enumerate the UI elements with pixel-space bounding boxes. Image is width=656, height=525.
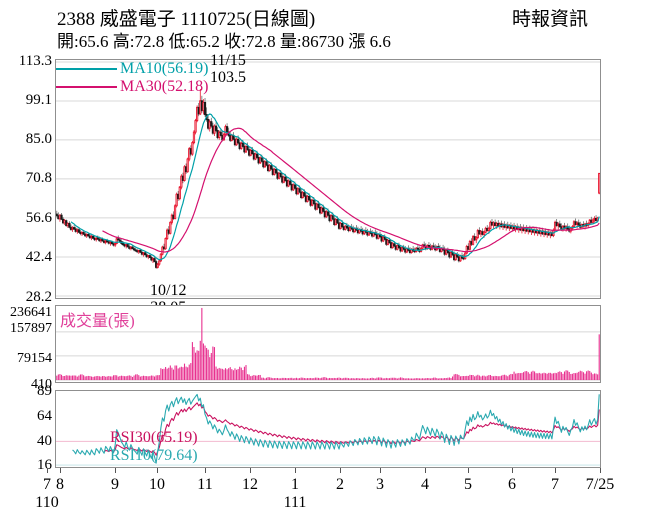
legend-label: MA10(56.19): [120, 60, 209, 77]
x-axis-tick: 5: [464, 476, 472, 493]
price-y-tick: 28.2: [25, 288, 52, 305]
x-axis-tick-mark: [205, 468, 206, 473]
price-y-tick: 56.6: [25, 209, 52, 226]
high-annotation-date: 11/15: [210, 52, 246, 69]
legend-label: RSI30(65.19): [110, 429, 198, 446]
volume-plot: [56, 307, 600, 381]
volume-chart-panel: [55, 305, 601, 383]
x-axis-tick: 1: [291, 476, 299, 493]
volume-y-tick: 157897: [10, 321, 52, 336]
x-axis-tick-mark: [425, 468, 426, 473]
x-axis-tick: 7: [551, 476, 559, 493]
page-title: 2388 威盛電子 1110725(日線圖): [57, 9, 316, 30]
volume-y-tick: 79154: [17, 351, 52, 366]
x-axis-tick-mark: [295, 468, 296, 473]
x-axis-tick-mark: [468, 468, 469, 473]
x-axis-year-label: 110: [35, 494, 59, 511]
quote-summary: 開:65.6 高:72.8 低:65.2 收:72.8 量:86730 漲 6.…: [57, 32, 391, 51]
price-y-tick: 70.8: [25, 170, 52, 187]
x-axis-tick: 4: [421, 476, 429, 493]
x-axis-tick: 9: [111, 476, 119, 493]
x-axis: 7 8 9 10 11 12 1 2 3 4 5 6 7 7/25 110 111: [0, 468, 656, 525]
x-axis-tick-mark: [600, 468, 601, 473]
low-annotation-date: 10/12: [150, 282, 187, 299]
x-axis-tick-mark: [340, 468, 341, 473]
rsi-y-tick: 89: [37, 383, 52, 399]
rsi-chart-panel: [55, 390, 601, 468]
x-axis-tick-mark: [555, 468, 556, 473]
x-axis-tick-mark: [47, 468, 48, 473]
price-y-tick: 99.1: [25, 91, 52, 108]
legend-label: MA30(52.18): [120, 78, 209, 95]
source-label: 時報資訊: [512, 9, 589, 30]
price-legend-item: MA30(52.18): [95, 78, 208, 96]
price-y-tick: 42.4: [25, 249, 52, 266]
rsi-legend-item: RSI30(65.19): [110, 429, 198, 447]
x-axis-tick: 11: [197, 476, 213, 493]
legend-label: RSI10(79.64): [110, 447, 198, 464]
volume-title: 成交量(張): [60, 313, 135, 330]
legend-swatch-icon: [95, 68, 117, 70]
rsi-y-tick: 16: [37, 457, 52, 473]
legend-leader-line: [56, 86, 96, 88]
rsi-y-tick: 64: [37, 408, 52, 425]
x-axis-tick-mark: [60, 468, 61, 473]
volume-y-tick: 410: [31, 377, 52, 392]
x-axis-year-label: 111: [283, 494, 307, 511]
x-axis-tick: 12: [242, 476, 258, 493]
x-axis-tick-mark: [380, 468, 381, 473]
x-axis-tick-mark: [512, 468, 513, 473]
rsi-y-tick: 40: [37, 432, 52, 449]
price-chart-panel: [55, 59, 601, 299]
rsi-plot: [56, 393, 600, 466]
legend-swatch-icon: [95, 86, 117, 88]
volume-y-tick: 236641: [10, 305, 52, 320]
x-axis-tick: 8: [56, 476, 64, 493]
chart-header: 2388 威盛電子 1110725(日線圖) 時報資訊 開:65.6 高:72.…: [0, 0, 656, 52]
x-axis-tick-mark: [115, 468, 116, 473]
price-plot: [56, 61, 600, 297]
x-axis-tick: 7: [43, 476, 51, 493]
legend-leader-line: [56, 68, 96, 70]
rsi-legend-item: RSI10(79.64): [110, 447, 198, 465]
x-axis-tick: 2: [336, 476, 344, 493]
price-legend-item: MA10(56.19): [95, 60, 208, 78]
x-axis-tick-mark: [250, 468, 251, 473]
x-axis-tick: 6: [508, 476, 516, 493]
x-axis-tick-mark: [157, 468, 158, 473]
price-y-tick: 85.0: [25, 130, 52, 147]
high-annotation: 11/15 103.5: [210, 52, 246, 86]
x-axis-tick: 7/25: [585, 476, 615, 493]
price-y-tick: 113.3: [18, 52, 52, 69]
x-axis-tick: 3: [376, 476, 384, 493]
x-axis-tick: 10: [149, 476, 165, 493]
high-annotation-value: 103.5: [210, 69, 246, 86]
